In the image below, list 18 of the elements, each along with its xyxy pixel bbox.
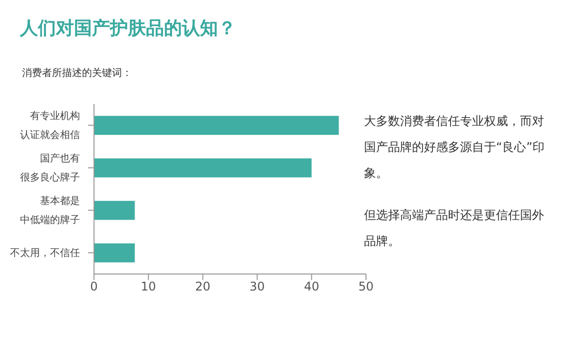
bar [94, 243, 135, 262]
x-tick-label: 20 [195, 280, 210, 294]
x-tick-label: 40 [304, 280, 320, 294]
x-tick-label: 50 [358, 280, 374, 294]
y-tick-label: 基本都是中低端的牌子 [20, 194, 80, 226]
chart-subtitle: 消费者所描述的关键词： [22, 66, 132, 80]
y-tick-label: 有专业机构认证就会相信 [20, 109, 80, 140]
x-tick-label: 30 [250, 280, 265, 294]
bar [94, 158, 312, 178]
chart-title: 人们对国产护肤品的认知？ [20, 17, 236, 40]
annotation: 大多数消费者信任专业权威，而对国产品牌的好感多源自于“良心”印象。 [364, 113, 546, 182]
x-tick-label: 10 [140, 280, 156, 294]
y-tick-label: 国产也有很多良心牌子 [20, 152, 80, 183]
x-tick-label: 0 [90, 280, 98, 294]
y-tick-label: 不太用，不信任 [10, 246, 80, 258]
bar [94, 200, 135, 220]
bar [94, 116, 339, 135]
annotation: 但选择高端产品时还是更信任国外品牌。 [364, 207, 545, 250]
